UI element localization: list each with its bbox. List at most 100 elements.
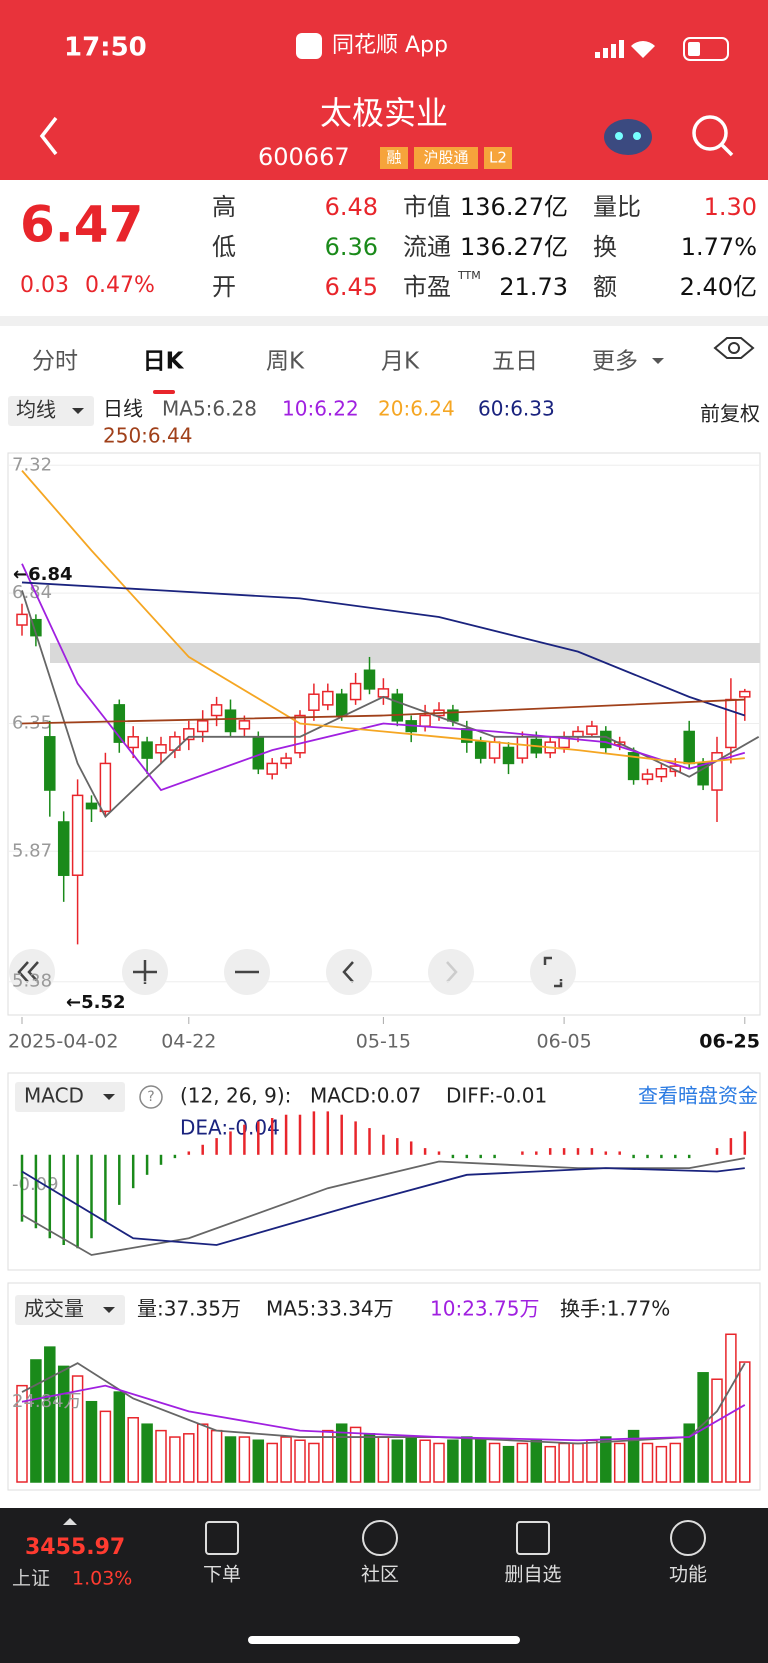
volume-bar — [308, 1442, 320, 1483]
nav-item[interactable]: 社区 — [361, 1564, 399, 1586]
volume-bar — [405, 1436, 417, 1483]
zoom-button[interactable] — [428, 949, 474, 995]
tab[interactable]: 月K — [381, 349, 420, 375]
tab[interactable]: 五日 — [492, 349, 538, 375]
status-app: 同花顺 App — [332, 33, 448, 58]
low-label: ←5.52 — [66, 992, 126, 1013]
status-icons — [595, 37, 729, 61]
nav-item[interactable]: 删自选 — [504, 1564, 561, 1586]
ma-line — [21, 470, 745, 765]
ma5: MA5:6.28 — [162, 397, 257, 421]
volume-bar — [447, 1439, 459, 1483]
divider — [0, 316, 768, 326]
y-tick-label: 5.38 — [12, 971, 52, 992]
volume-bar — [377, 1436, 390, 1483]
macd-line — [21, 1157, 745, 1256]
help-icon[interactable] — [139, 1085, 163, 1109]
candle-body — [739, 690, 751, 698]
quote-cell: 市值 — [403, 193, 451, 221]
quote-cell: 换 — [593, 233, 617, 261]
x-tick-label: 06-05 — [536, 1031, 591, 1053]
stock-code: 600667 — [258, 143, 350, 171]
volume-button[interactable] — [15, 1295, 125, 1325]
quote-cell: 6.45 — [325, 273, 378, 301]
tab[interactable]: 周K — [266, 349, 305, 375]
zoom-buttons — [9, 949, 576, 995]
volume-bar — [335, 1423, 348, 1483]
index-name: 上证 — [12, 1568, 50, 1590]
volume-bar — [544, 1445, 556, 1483]
candle-body — [44, 736, 56, 791]
candle-body — [474, 741, 487, 759]
candle-body — [169, 736, 181, 751]
tab[interactable]: 更多 — [592, 349, 638, 375]
dark-pool-link[interactable]: 查看暗盘资金 — [638, 1084, 758, 1108]
volume-bar — [169, 1436, 181, 1483]
volume-frame — [7, 1282, 761, 1491]
macd-button[interactable] — [15, 1082, 125, 1112]
volume-bar — [16, 1384, 28, 1483]
nav-icon — [362, 1520, 398, 1556]
x-tick-label: 06-25 — [699, 1031, 760, 1053]
ma10: 10:6.22 — [282, 397, 359, 421]
volume-bar — [530, 1439, 543, 1483]
robot-icon[interactable] — [604, 119, 652, 155]
volume-bar — [558, 1442, 570, 1483]
quote-cell: 开 — [212, 273, 236, 301]
index-value[interactable]: 3455.97 — [25, 1535, 125, 1560]
index-pct: 1.03% — [72, 1568, 132, 1590]
zoom-button[interactable] — [9, 949, 55, 995]
volume-ma-line — [21, 1384, 746, 1442]
tab[interactable]: 分时 — [32, 349, 78, 375]
volume-bar — [349, 1426, 362, 1483]
zoom-icon — [133, 960, 157, 984]
candle-body — [725, 698, 737, 749]
caret — [103, 1094, 115, 1100]
zoom-button[interactable] — [326, 949, 372, 995]
caret — [652, 358, 664, 364]
help-icon-mark: ? — [147, 1089, 154, 1105]
price: 6.47 — [20, 196, 143, 254]
volume-bar — [669, 1442, 682, 1483]
quote-cell: 136.27亿 — [460, 193, 568, 221]
candle-body — [641, 773, 654, 781]
volume-bar — [44, 1346, 56, 1483]
nav-item[interactable]: 功能 — [669, 1564, 707, 1586]
zoom-icon — [17, 961, 39, 983]
search-icon[interactable] — [692, 115, 734, 157]
quote-cell: 额 — [593, 273, 617, 301]
nav-icon — [516, 1521, 550, 1555]
volume-bar — [627, 1429, 640, 1483]
candle-body — [155, 744, 167, 754]
x-tick-label: 2025-04-02 — [8, 1031, 118, 1053]
candle-body — [85, 802, 98, 810]
candle-body — [16, 613, 28, 626]
home-indicator — [248, 1636, 520, 1644]
candle-body — [586, 725, 598, 735]
volume-bar — [655, 1445, 668, 1483]
zoom-icon — [342, 961, 354, 983]
candle-body — [196, 720, 209, 733]
status-time: 17:50 — [64, 33, 147, 63]
ma-button[interactable] — [8, 396, 94, 426]
caret — [72, 408, 84, 414]
back-button[interactable] — [39, 116, 58, 156]
volume-bar — [141, 1423, 153, 1483]
adjust[interactable]: 前复权 — [700, 402, 760, 426]
volume-bar — [30, 1359, 42, 1483]
volume-bar — [600, 1436, 612, 1483]
zoom-button[interactable] — [530, 949, 576, 995]
volume-bar — [57, 1365, 70, 1483]
quote-cell: 1.77% — [681, 233, 757, 261]
volume-bar — [85, 1400, 98, 1483]
settings-icon[interactable] — [713, 337, 755, 359]
volume-bar — [155, 1429, 167, 1483]
volume-bar — [252, 1439, 265, 1483]
nav-item[interactable]: 下单 — [203, 1564, 241, 1586]
volume-button-label: 成交量 — [24, 1297, 84, 1321]
nav-icon — [670, 1520, 706, 1556]
quote-cell: 1.30 — [704, 193, 757, 221]
tab[interactable]: 日K — [143, 349, 185, 375]
volume-value: 量:37.35万 — [137, 1297, 241, 1321]
volume-bar — [474, 1439, 487, 1483]
